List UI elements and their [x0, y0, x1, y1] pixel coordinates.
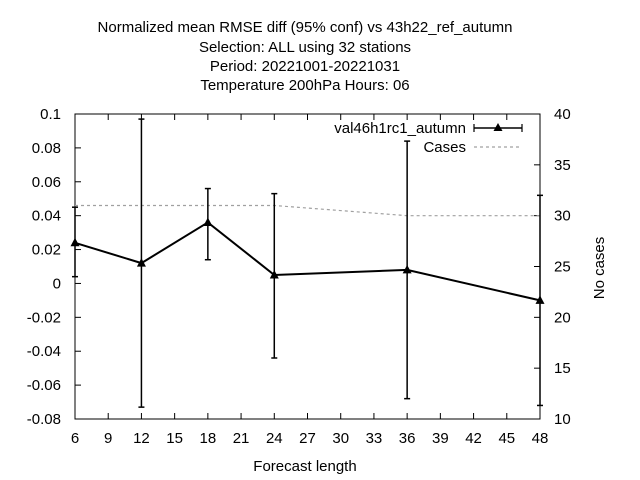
y-tick-label: 0.04	[32, 208, 61, 225]
legend-marker-series-1	[493, 123, 503, 131]
x-tick-label: 12	[133, 430, 150, 447]
data-point	[402, 264, 412, 274]
x-tick-label: 15	[166, 430, 183, 447]
legend-label-series-1: val46h1rc1_autumn	[334, 120, 466, 137]
series-layer	[70, 118, 545, 408]
legend: val46h1rc1_autumn Cases	[334, 120, 523, 156]
title-line-4: Temperature 200hPa Hours: 06	[200, 77, 409, 94]
x-tick-label: 45	[498, 430, 515, 447]
y-tick-label: 0.1	[40, 106, 61, 123]
y2-axis-label: No cases	[591, 237, 608, 300]
x-axis-label: Forecast length	[253, 458, 356, 475]
x-tick-label: 9	[104, 430, 112, 447]
x-tick-label: 39	[432, 430, 449, 447]
y2-tick-label: 35	[554, 157, 571, 174]
x-tick-label: 42	[465, 430, 482, 447]
legend-label-series-2: Cases	[423, 139, 466, 156]
x-axis-ticks: 6 9 12 15 18 21 24 27 30 33 36 39 42 45 48	[71, 114, 549, 447]
data-point	[269, 269, 279, 279]
title-line-2: Selection: ALL using 32 stations	[199, 39, 411, 56]
y2-tick-label: 10	[554, 411, 571, 428]
x-tick-label: 18	[200, 430, 217, 447]
data-point	[535, 295, 545, 304]
y2-tick-label: 30	[554, 208, 571, 225]
x-tick-label: 33	[366, 430, 383, 447]
chart-title: Normalized mean RMSE diff (95% conf) vs …	[98, 19, 513, 94]
y-tick-label: -0.08	[27, 411, 61, 428]
y-axis-ticks: -0.08 -0.06 -0.04 -0.02 0 0.02 0.04 0.06 0.08 0.1	[27, 106, 81, 428]
x-tick-label: 30	[332, 430, 349, 447]
y-tick-label: 0.06	[32, 174, 61, 191]
data-point	[70, 237, 80, 247]
x-tick-label: 21	[233, 430, 250, 447]
title-line-1: Normalized mean RMSE diff (95% conf) vs …	[98, 19, 513, 36]
y2-tick-label: 25	[554, 259, 571, 276]
y-tick-label: 0	[53, 275, 61, 292]
y-tick-label: -0.02	[27, 309, 61, 326]
y-tick-label: -0.06	[27, 377, 61, 394]
y2-tick-label: 20	[554, 309, 571, 326]
x-tick-label: 6	[71, 430, 79, 447]
y2-tick-label: 15	[554, 360, 571, 377]
x-tick-label: 27	[299, 430, 316, 447]
data-point	[136, 258, 146, 267]
x-tick-label: 48	[532, 430, 549, 447]
x-tick-label: 36	[399, 430, 416, 447]
series-line-val46h1rc1	[74, 221, 541, 302]
series-line-cases	[75, 204, 540, 217]
y-tick-label: 0.08	[32, 140, 61, 157]
y2-axis-ticks: 10 15 20 25 30 35 40	[534, 106, 571, 428]
title-line-3: Period: 20221001-20221031	[210, 58, 400, 75]
y-tick-label: 0.02	[32, 242, 61, 259]
y-tick-label: -0.04	[27, 343, 61, 360]
data-point	[203, 217, 213, 226]
y2-tick-label: 40	[554, 106, 571, 123]
x-tick-label: 24	[266, 430, 283, 447]
